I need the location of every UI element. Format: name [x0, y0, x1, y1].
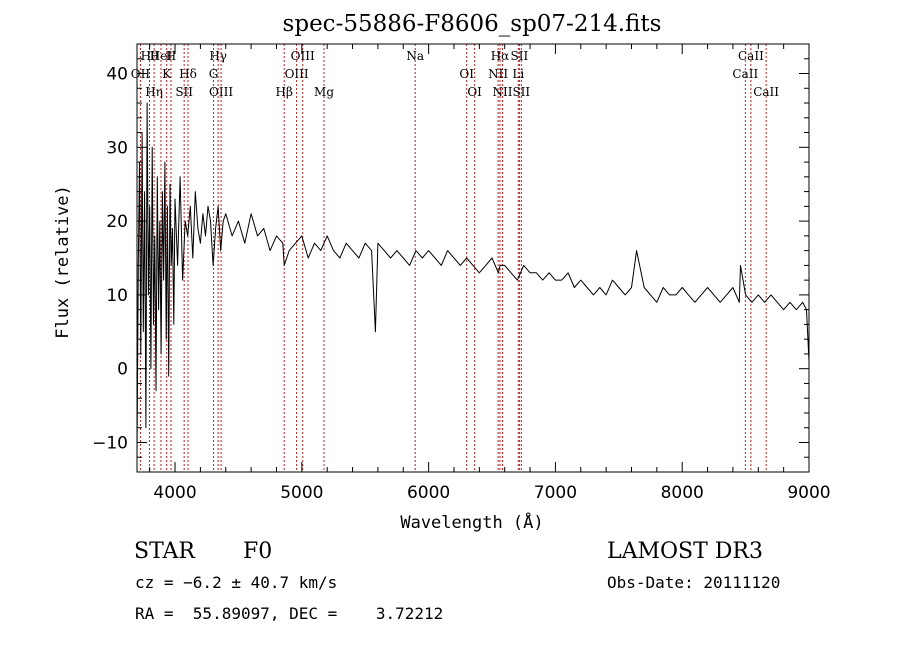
emission-line-label: CaII	[753, 85, 779, 99]
y-tick-label: 10	[106, 286, 128, 306]
emission-line-label: OIII	[285, 67, 309, 81]
y-tick-label: 0	[117, 360, 128, 380]
y-axis-ticks: −10 0 10 20 30 40	[92, 43, 809, 473]
x-tick-label: 5000	[280, 483, 323, 503]
emission-line-label: NII	[488, 67, 508, 81]
y-axis-label: Flux (relative)	[53, 185, 73, 339]
emission-line-label: OI	[459, 67, 474, 81]
emission-line-label: G	[209, 67, 219, 81]
emission-line-label: OI	[467, 85, 482, 99]
emission-line-label: Hβ	[276, 85, 293, 99]
survey-name: LAMOST DR3	[607, 539, 763, 564]
x-tick-label: 9000	[787, 483, 830, 503]
x-axis-ticks: 4000 5000 6000 7000 8000 9000	[149, 44, 831, 503]
y-tick-label: 20	[106, 212, 128, 232]
emission-line-label: Hγ	[209, 49, 227, 63]
emission-line-label: Na	[406, 49, 424, 63]
x-tick-label: 6000	[407, 483, 450, 503]
emission-line-label: SII	[512, 85, 530, 99]
emission-line-label: SII	[511, 49, 529, 63]
emission-line-labels: HθOIIHηHeIKSIIHHδOIIIHγGHβOIIIOIIIMgNaOI…	[131, 49, 780, 99]
x-tick-label: 4000	[153, 483, 196, 503]
emission-line-label: K	[162, 67, 172, 81]
emission-line-label: H	[166, 49, 176, 63]
emission-line-label: HeI	[150, 49, 173, 63]
observation-date: Obs-Date: 20111120	[607, 573, 781, 592]
plot-frame	[136, 43, 810, 473]
emission-line-markers	[139, 44, 767, 472]
chart-title: spec-55886-F8606_sp07-214.fits	[283, 11, 662, 37]
emission-line-label: NII	[493, 85, 513, 99]
emission-line-label: CaII	[738, 49, 764, 63]
emission-line-label: Hα	[491, 49, 510, 63]
emission-line-label: OIII	[291, 49, 315, 63]
emission-line-label: Hη	[145, 85, 163, 99]
x-tick-label: 8000	[661, 483, 704, 503]
spectrum-series-line	[136, 102, 810, 458]
x-tick-label: 7000	[534, 483, 577, 503]
redshift-cz: cz = −6.2 ± 40.7 km/s	[135, 573, 338, 592]
coordinates: RA = 55.89097, DEC = 3.72212	[135, 604, 444, 623]
object-class: STAR	[134, 539, 195, 564]
y-tick-label: 40	[106, 65, 128, 85]
emission-line-label: SII	[175, 85, 193, 99]
emission-line-label: Mg	[314, 85, 334, 99]
emission-line-label: OIII	[209, 85, 233, 99]
emission-line-label: Li	[512, 67, 524, 81]
emission-line-label: CaII	[732, 67, 758, 81]
emission-line-label: Hθ	[141, 49, 159, 63]
spectral-subclass: F0	[243, 539, 273, 564]
x-axis-label: Wavelength (Å)	[400, 511, 543, 533]
y-tick-label: 30	[106, 138, 128, 158]
emission-line-label: Hδ	[179, 67, 197, 81]
y-tick-label: −10	[92, 433, 128, 453]
